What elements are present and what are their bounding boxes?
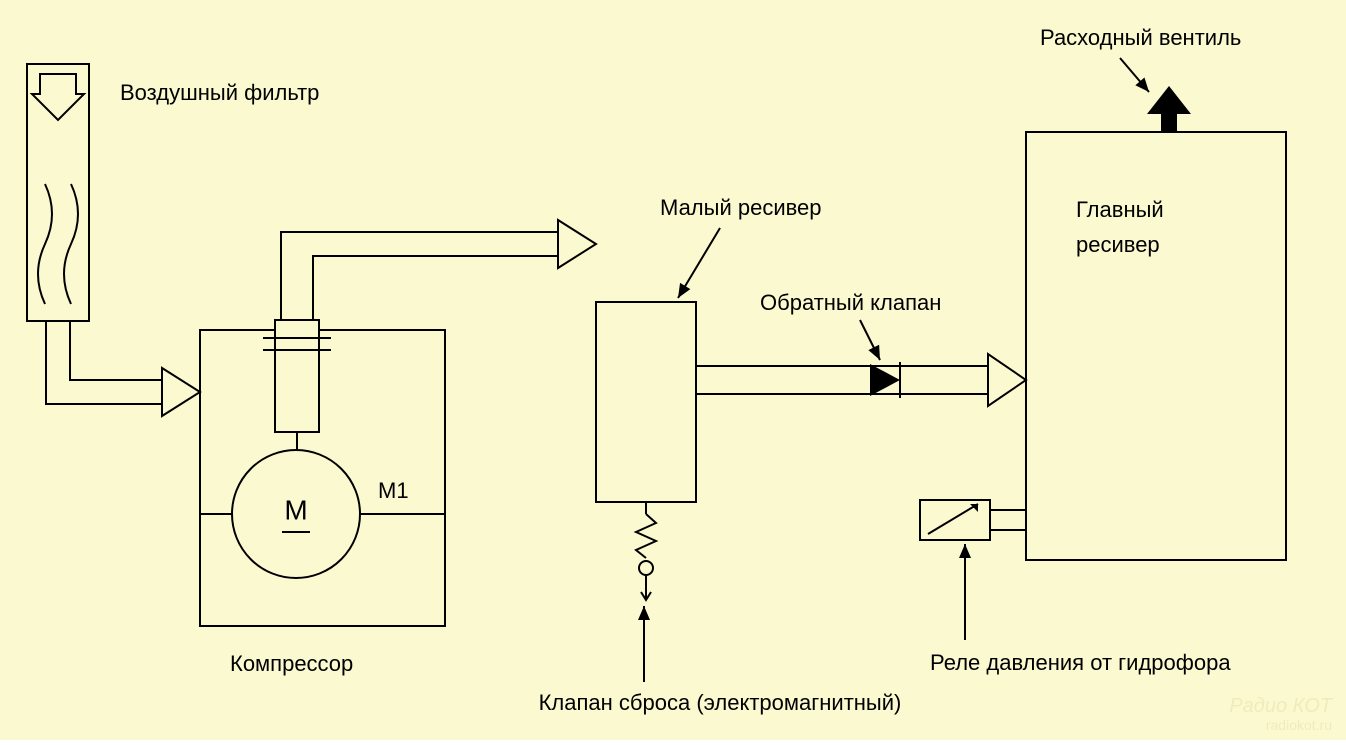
motor-id-label: M1 [378, 478, 409, 503]
check-valve-label: Обратный клапан [760, 290, 941, 315]
main-receiver-label-1: Главный [1076, 197, 1164, 222]
pressure-relay-label: Реле давления от гидрофора [930, 650, 1231, 675]
motor-symbol: M [284, 494, 307, 525]
diagram-background [0, 0, 1346, 740]
main-receiver-label-2: ресивер [1076, 232, 1160, 257]
small-receiver-label: Малый ресивер [660, 195, 822, 220]
svg-text:radiokot.ru: radiokot.ru [1266, 717, 1332, 733]
air-filter-label: Воздушный фильтр [120, 80, 319, 105]
relief-valve-label: Клапан сброса (электромагнитный) [539, 690, 902, 715]
svg-text:Радио КОТ: Радио КОТ [1229, 695, 1333, 717]
compressor-label: Компрессор [230, 651, 353, 676]
outlet-valve-label: Расходный вентиль [1040, 25, 1241, 50]
